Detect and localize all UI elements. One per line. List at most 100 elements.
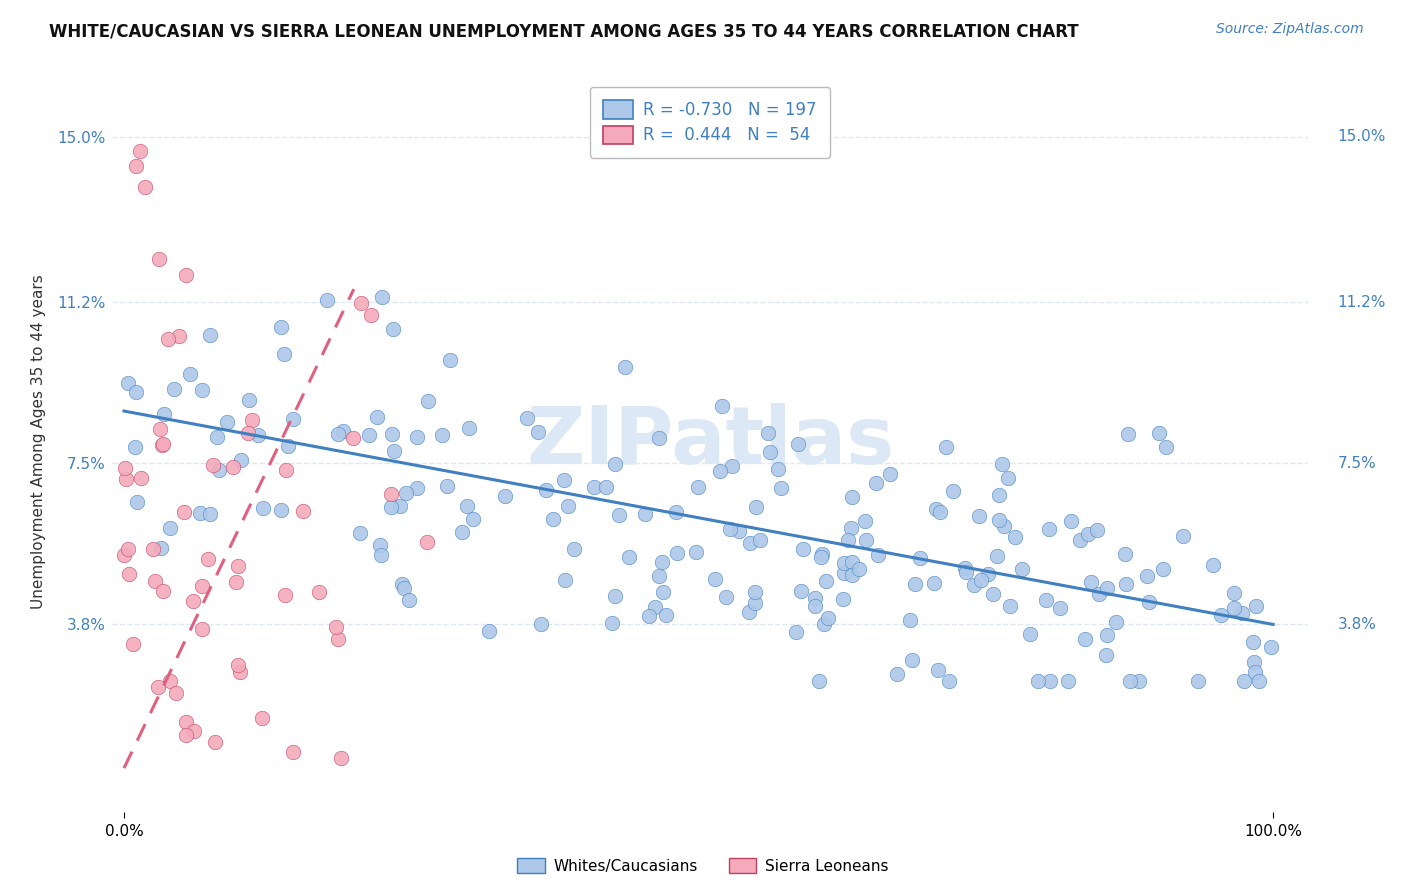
Point	[603, 457, 626, 471]
Point	[1249, 674, 1271, 689]
Point	[201, 458, 224, 472]
Point	[416, 394, 439, 409]
Point	[886, 667, 908, 681]
Point	[360, 309, 382, 323]
Point	[665, 546, 688, 560]
Point	[789, 584, 811, 599]
Point	[380, 487, 402, 501]
Point	[527, 425, 550, 440]
Point	[648, 431, 671, 445]
Point	[125, 159, 148, 173]
Point	[879, 467, 901, 481]
Point	[392, 581, 415, 595]
Point	[609, 508, 631, 522]
Point	[281, 412, 304, 426]
Point	[125, 385, 148, 400]
Point	[252, 501, 274, 516]
Point	[181, 594, 204, 608]
Point	[962, 578, 984, 592]
Point	[167, 328, 190, 343]
Point	[152, 437, 174, 451]
Point	[1095, 581, 1118, 595]
Text: 15.0%: 15.0%	[1337, 129, 1386, 145]
Point	[832, 591, 855, 606]
Point	[714, 591, 737, 605]
Point	[986, 549, 1008, 563]
Y-axis label: Unemployment Among Ages 35 to 44 years: Unemployment Among Ages 35 to 44 years	[31, 274, 46, 609]
Point	[342, 431, 364, 445]
Point	[276, 463, 298, 477]
Point	[718, 522, 741, 536]
Point	[651, 585, 673, 599]
Point	[128, 144, 150, 158]
Point	[370, 538, 392, 552]
Point	[1076, 526, 1098, 541]
Point	[226, 657, 249, 672]
Point	[405, 430, 427, 444]
Text: 11.2%: 11.2%	[1337, 294, 1386, 310]
Point	[1026, 674, 1049, 689]
Point	[461, 512, 484, 526]
Point	[991, 458, 1014, 472]
Point	[766, 462, 789, 476]
Point	[1035, 592, 1057, 607]
Point	[205, 430, 228, 444]
Point	[988, 513, 1011, 527]
Point	[1115, 576, 1137, 591]
Point	[229, 453, 252, 467]
Point	[744, 585, 766, 599]
Point	[198, 507, 221, 521]
Point	[1088, 587, 1111, 601]
Point	[398, 592, 420, 607]
Point	[112, 548, 135, 562]
Point	[176, 728, 198, 742]
Point	[1114, 547, 1136, 561]
Point	[118, 567, 141, 582]
Point	[1019, 627, 1042, 641]
Point	[738, 536, 761, 550]
Point	[928, 505, 950, 519]
Point	[841, 567, 863, 582]
Point	[238, 426, 260, 441]
Point	[1069, 533, 1091, 547]
Point	[405, 482, 427, 496]
Point	[744, 597, 766, 611]
Point	[1233, 674, 1256, 689]
Point	[149, 541, 172, 555]
Point	[1187, 674, 1209, 689]
Point	[325, 620, 347, 634]
Point	[382, 322, 405, 336]
Point	[250, 711, 273, 725]
Point	[370, 548, 392, 562]
Point	[174, 268, 197, 282]
Point	[152, 438, 174, 452]
Point	[970, 574, 993, 588]
Point	[124, 440, 146, 454]
Point	[516, 410, 538, 425]
Point	[416, 534, 439, 549]
Point	[865, 476, 887, 491]
Point	[457, 421, 479, 435]
Point	[240, 412, 263, 426]
Point	[349, 525, 371, 540]
Point	[1202, 558, 1225, 572]
Point	[810, 550, 832, 565]
Point	[142, 541, 165, 556]
Point	[837, 533, 859, 547]
Point	[228, 559, 250, 574]
Point	[638, 608, 661, 623]
Point	[148, 252, 170, 266]
Point	[1244, 665, 1267, 680]
Point	[981, 587, 1004, 601]
Point	[651, 555, 673, 569]
Point	[1154, 441, 1177, 455]
Point	[613, 360, 636, 375]
Point	[292, 503, 315, 517]
Point	[1094, 648, 1116, 662]
Point	[225, 574, 247, 589]
Point	[283, 745, 305, 759]
Text: Source: ZipAtlas.com: Source: ZipAtlas.com	[1216, 22, 1364, 37]
Point	[804, 591, 827, 606]
Point	[391, 577, 413, 591]
Point	[204, 735, 226, 749]
